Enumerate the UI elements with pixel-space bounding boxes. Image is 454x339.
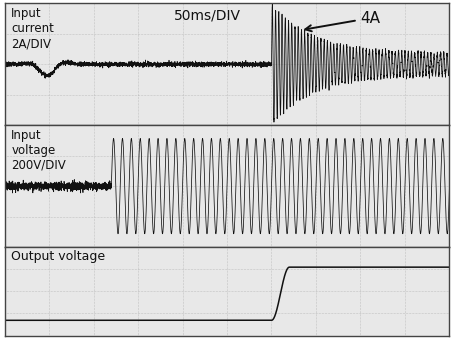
Text: Input
voltage
200V/DIV: Input voltage 200V/DIV <box>11 129 66 172</box>
Text: Input
current
2A/DIV: Input current 2A/DIV <box>11 7 54 50</box>
Text: 4A: 4A <box>305 11 380 31</box>
Text: 50ms/DIV: 50ms/DIV <box>173 8 241 22</box>
Text: Output voltage: Output voltage <box>11 250 105 263</box>
